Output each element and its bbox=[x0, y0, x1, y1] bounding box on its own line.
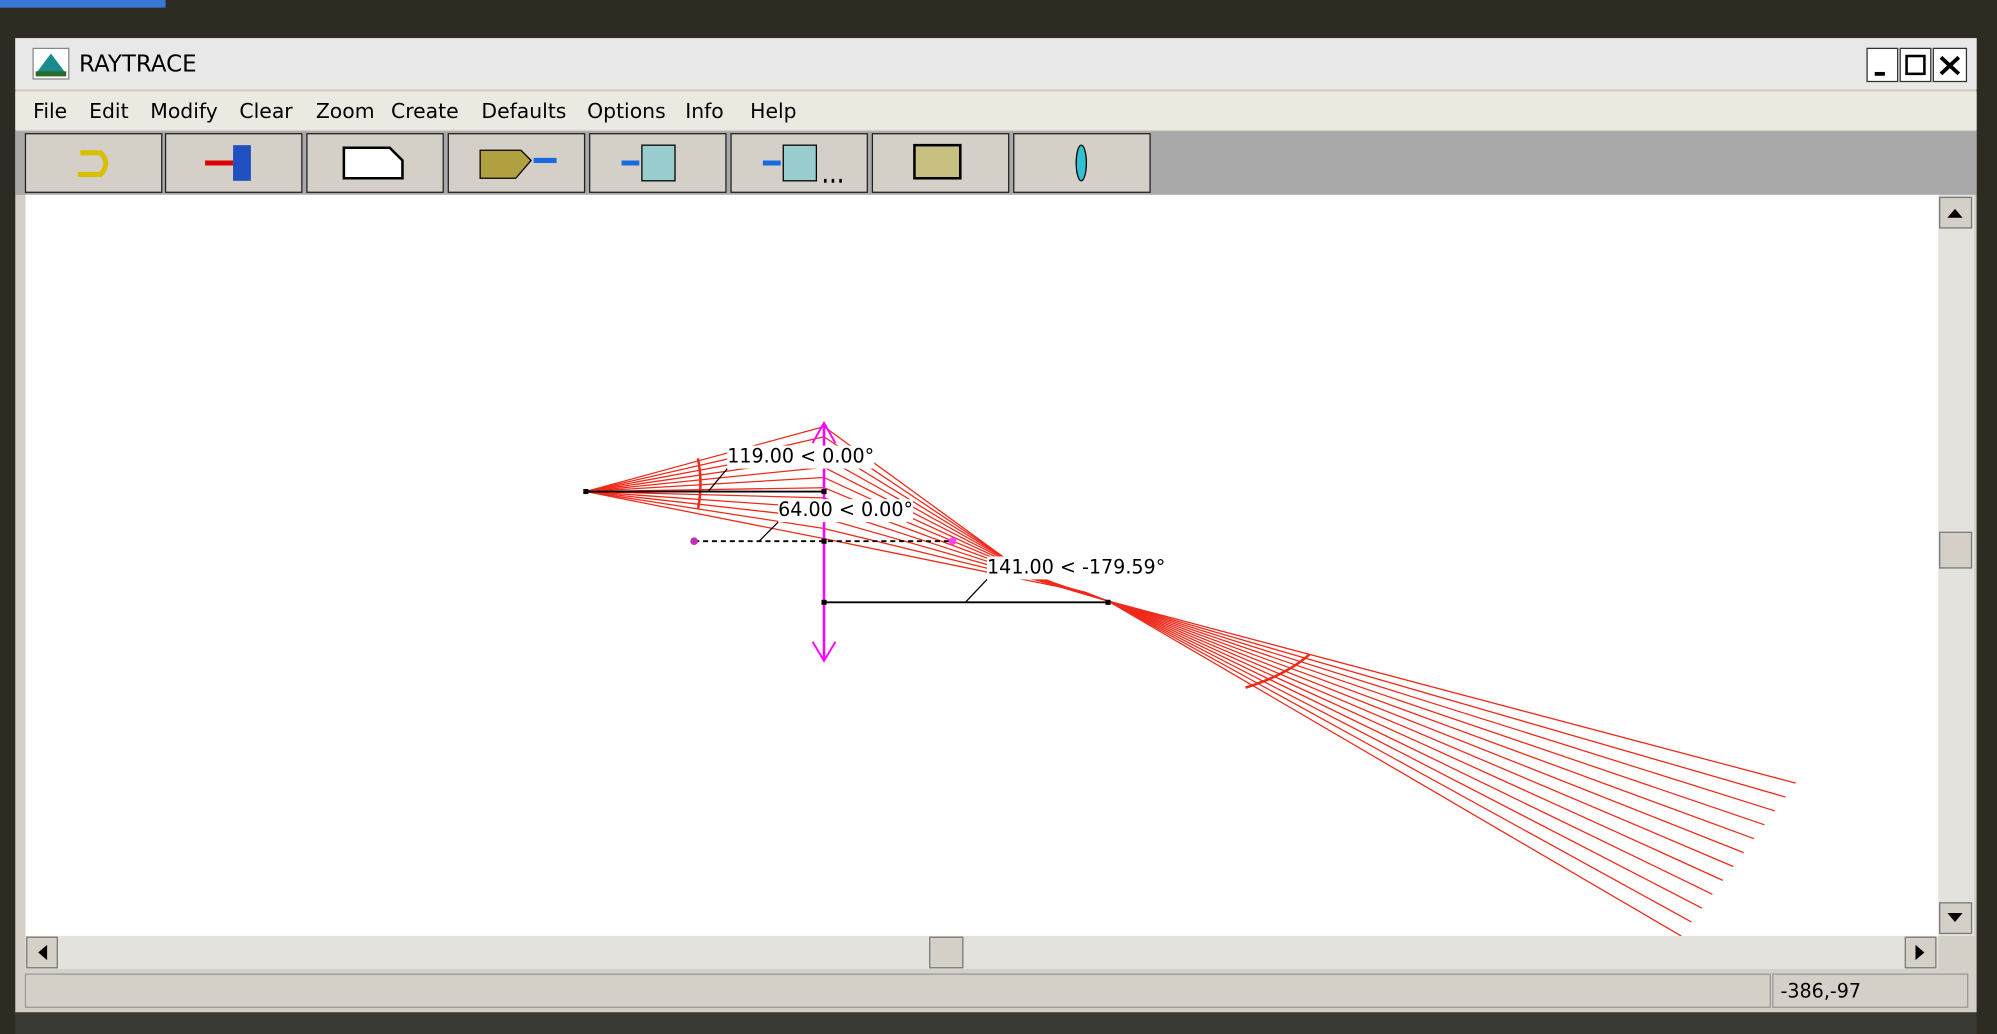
handle bbox=[1105, 599, 1111, 605]
leader bbox=[707, 468, 728, 492]
leader bbox=[964, 578, 988, 603]
menu-item[interactable]: Defaults bbox=[481, 99, 566, 123]
ray bbox=[1107, 600, 1703, 909]
disk-icon bbox=[782, 144, 818, 182]
status-coords: -386,-97 bbox=[1780, 979, 1861, 1002]
undo-icon bbox=[77, 150, 109, 178]
ray bbox=[1107, 600, 1755, 840]
ray bbox=[1107, 600, 1744, 854]
horizontal-scrollbar[interactable] bbox=[25, 935, 1939, 970]
ray bbox=[1084, 591, 1109, 602]
toolbar-button[interactable] bbox=[164, 133, 303, 193]
dimension-label: 119.00 < 0.00° bbox=[727, 445, 874, 468]
ray bbox=[1107, 600, 1765, 826]
ray bbox=[1107, 600, 1724, 881]
ray bbox=[585, 490, 825, 530]
ray-diagram: 119.00 < 0.00° 64.00 < 0.00° 141.00 < -179… bbox=[583, 420, 1796, 937]
dimension-label: 141.00 < -179.59° bbox=[987, 555, 1165, 578]
label-bg bbox=[778, 499, 914, 523]
lens-icon bbox=[1075, 144, 1088, 182]
toolbar-button[interactable] bbox=[730, 133, 868, 193]
maximize-button[interactable] bbox=[1899, 47, 1932, 83]
vertical-scrollbar[interactable] bbox=[1938, 194, 1975, 936]
toolbar-button[interactable] bbox=[871, 133, 1010, 193]
scroll-icon bbox=[913, 143, 962, 180]
desktop-strip bbox=[0, 0, 166, 8]
ray bbox=[585, 490, 825, 499]
window-title: RAYTRACE bbox=[79, 51, 197, 77]
lens-arrow bbox=[811, 420, 837, 663]
app-icon bbox=[32, 47, 70, 80]
menu-item[interactable]: File bbox=[33, 99, 67, 123]
label-bg bbox=[987, 556, 1166, 580]
handle bbox=[821, 538, 827, 544]
status-bar bbox=[24, 973, 1771, 1008]
status-panel bbox=[1772, 973, 1969, 1008]
menu-item[interactable]: Zoom bbox=[316, 99, 375, 123]
handle bbox=[821, 488, 827, 495]
menu-item[interactable]: Help bbox=[750, 99, 796, 123]
toolbar-buttons bbox=[24, 133, 1151, 193]
toolbar-button[interactable] bbox=[447, 133, 586, 193]
scroll-thumb[interactable] bbox=[929, 936, 964, 969]
dimension-label: 64.00 < 0.00° bbox=[778, 498, 913, 521]
menu-item[interactable]: Clear bbox=[239, 99, 293, 123]
focal-point bbox=[948, 537, 957, 546]
ray bbox=[1107, 600, 1692, 923]
ray bbox=[585, 490, 825, 540]
menu-item[interactable]: Create bbox=[391, 99, 459, 123]
toolbar-button[interactable] bbox=[306, 133, 444, 193]
menu-item[interactable]: Info bbox=[685, 99, 724, 123]
toolbar-button[interactable] bbox=[589, 133, 727, 193]
ray bbox=[585, 466, 825, 493]
ray bbox=[1107, 600, 1796, 784]
focal-point bbox=[690, 537, 698, 546]
scroll-thumb[interactable] bbox=[1939, 531, 1973, 569]
handle bbox=[821, 599, 827, 605]
title-bar bbox=[15, 38, 1977, 90]
menu-bar bbox=[15, 91, 1977, 130]
disk-icon bbox=[641, 144, 676, 182]
menu-item[interactable]: Options bbox=[587, 99, 666, 123]
toolbar-button[interactable] bbox=[1013, 133, 1151, 193]
leader bbox=[758, 521, 779, 542]
ray bbox=[823, 527, 1081, 592]
handle bbox=[583, 488, 589, 495]
ray bbox=[1107, 600, 1734, 868]
ray bbox=[1107, 600, 1682, 937]
ray bbox=[1107, 600, 1776, 812]
ray bbox=[585, 476, 825, 493]
menu-item[interactable]: Modify bbox=[150, 99, 217, 123]
label-bg bbox=[727, 445, 875, 469]
wavefront bbox=[696, 458, 702, 510]
window-buttons[interactable] bbox=[1866, 47, 1968, 83]
ray bbox=[823, 538, 1086, 593]
canvas bbox=[25, 194, 1939, 936]
taskbar-strip bbox=[15, 1012, 1977, 1034]
menu-item[interactable]: Edit bbox=[89, 99, 128, 123]
ray bbox=[1107, 600, 1713, 895]
scroll-up[interactable] bbox=[1939, 196, 1973, 229]
button-face bbox=[24, 133, 163, 193]
ray bbox=[1107, 600, 1786, 798]
menu: File Edit Modify Clear Zoom Create Defaults Opt… bbox=[33, 99, 796, 123]
folder-icon bbox=[479, 149, 532, 179]
page-icon bbox=[342, 146, 404, 180]
wavefront bbox=[1245, 653, 1311, 689]
ray bbox=[585, 425, 825, 493]
minimize-button[interactable] bbox=[1866, 47, 1899, 83]
toolbar-button[interactable] bbox=[24, 133, 163, 193]
door-icon bbox=[233, 145, 251, 181]
